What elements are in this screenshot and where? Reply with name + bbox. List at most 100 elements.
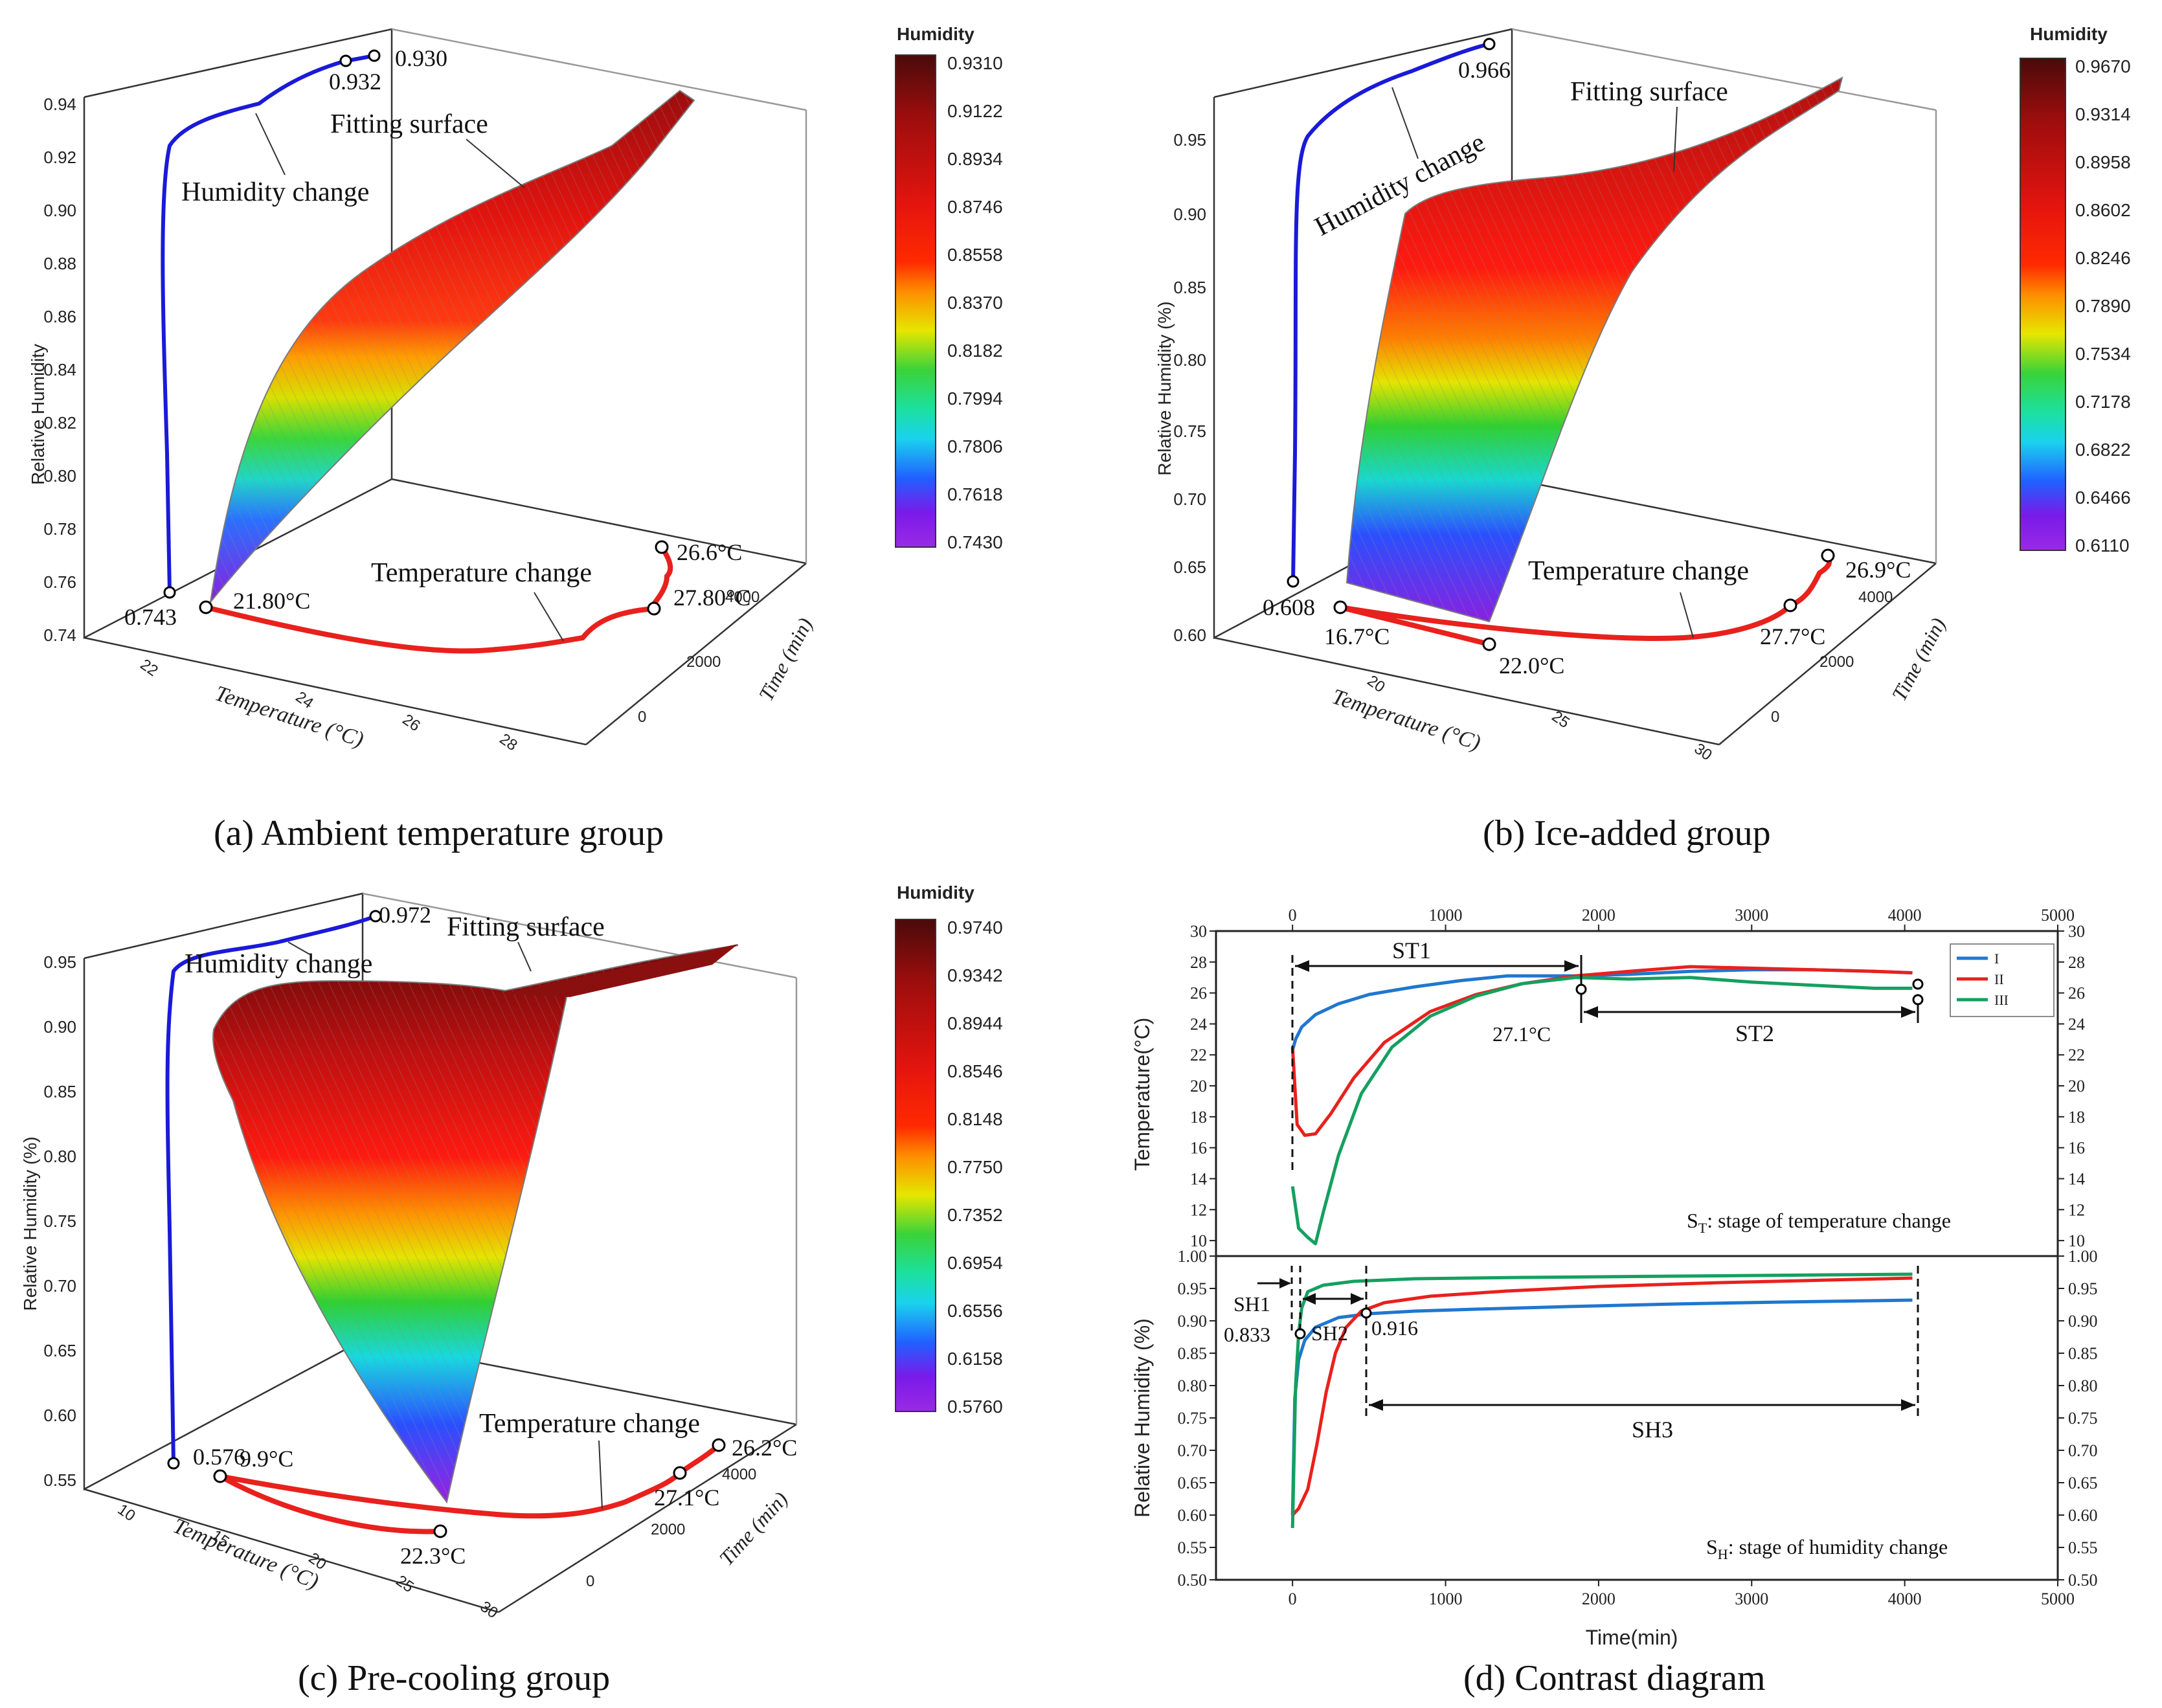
y-tick-label: 0.60 bbox=[1178, 1506, 1208, 1525]
tick: 2000 bbox=[1819, 653, 1854, 671]
y-tick-label: 20 bbox=[1190, 1077, 1207, 1096]
y-tick-label-right: 0.60 bbox=[2068, 1506, 2098, 1525]
annotation: 0.972 bbox=[379, 902, 431, 928]
series-I bbox=[1290, 968, 1913, 1051]
panel-b: 0.60 0.65 0.70 0.75 0.80 0.85 0.90 0.95 … bbox=[1154, 24, 2131, 853]
tick: 0.75 bbox=[43, 1211, 76, 1231]
panel-b-temperature-line bbox=[1340, 554, 1832, 647]
annotation: Temperature change bbox=[371, 558, 592, 588]
panel-b-caption: (b) Ice-added group bbox=[1483, 813, 1771, 853]
annotation: Humidity change bbox=[181, 177, 369, 207]
annotation: 26.9°C bbox=[1845, 557, 1911, 583]
y-tick-label-right: 1.00 bbox=[2068, 1247, 2098, 1266]
annotation: Temperature change bbox=[479, 1409, 700, 1439]
panel-c-caption: (c) Pre-cooling group bbox=[298, 1658, 610, 1698]
tick: 0.6556 bbox=[947, 1301, 1003, 1321]
panel-b-colorbar-ticks: 0.9670 0.9314 0.8958 0.8602 0.8246 0.789… bbox=[2075, 56, 2131, 556]
tick: 0.85 bbox=[43, 1082, 76, 1101]
panel-c-y-label: Time (min) bbox=[714, 1487, 792, 1570]
panel-c-y-ticks: 0 2000 4000 bbox=[586, 1466, 756, 1590]
panel-a-temperature-line bbox=[205, 545, 673, 654]
tick: 0.8602 bbox=[2075, 200, 2131, 220]
tick: 0.8546 bbox=[947, 1061, 1003, 1081]
sh1-label: SH1 bbox=[1233, 1292, 1270, 1316]
tick: 30 bbox=[477, 1598, 501, 1622]
panel-d-top-lines bbox=[1290, 965, 1913, 1246]
panel-b-humidity-line bbox=[1291, 42, 1490, 582]
panel-d-bottom-lines bbox=[1290, 1272, 1913, 1529]
tick: 0.7806 bbox=[947, 436, 1003, 456]
y-tick-label-right: 0.90 bbox=[2068, 1312, 2098, 1331]
y-tick-label: 1.00 bbox=[1178, 1247, 1208, 1266]
tick: 0.8370 bbox=[947, 293, 1003, 313]
tick: 0.7618 bbox=[947, 484, 1003, 504]
x-tick-label-top: 2000 bbox=[1582, 906, 1616, 925]
panel-b-x-label: Temperature (°C) bbox=[1329, 684, 1483, 755]
tick: 0.75 bbox=[1173, 421, 1206, 441]
tick: 0.95 bbox=[1173, 130, 1206, 150]
sh3-label: SH3 bbox=[1632, 1417, 1673, 1443]
tick: 0.8246 bbox=[2075, 248, 2131, 268]
x-tick-label-bottom: 0 bbox=[1289, 1590, 1297, 1608]
y-tick-label-right: 20 bbox=[2068, 1077, 2085, 1096]
annotation: 16.7°C bbox=[1324, 624, 1390, 649]
tick: 0.84 bbox=[43, 360, 76, 379]
tick: 0.6158 bbox=[947, 1349, 1003, 1369]
st-note-text: : stage of temperature change bbox=[1707, 1209, 1951, 1232]
y-tick-label: 0.65 bbox=[1178, 1474, 1208, 1492]
panel-c-humidity-line bbox=[165, 914, 377, 1464]
sh-note-s: S bbox=[1706, 1535, 1718, 1558]
annotation: 27.80°C bbox=[673, 585, 750, 611]
y-tick-label: 0.50 bbox=[1178, 1571, 1208, 1590]
panel-d-caption: (d) Contrast diagram bbox=[1463, 1658, 1766, 1698]
x-tick-label-top: 0 bbox=[1289, 906, 1297, 925]
panel-c-colorbar-ticks: 0.9740 0.9342 0.8944 0.8546 0.8148 0.775… bbox=[947, 917, 1003, 1417]
y-tick-label-right: 0.50 bbox=[2068, 1571, 2098, 1590]
panel-d-top-ticks: 10 10 12 12 14 14 16 16 18 18 20 20 22 22 24 24 26 26 28 28… bbox=[1190, 906, 2085, 1250]
annotation: Humidity change bbox=[185, 949, 372, 979]
y-tick-label-right: 0.80 bbox=[2068, 1377, 2098, 1395]
y-tick-label: 16 bbox=[1190, 1139, 1207, 1158]
y-tick-label-right: 26 bbox=[2068, 984, 2085, 1003]
tick: 0.7994 bbox=[947, 388, 1003, 409]
tick: 4000 bbox=[1858, 589, 1893, 606]
tick: 4000 bbox=[722, 1466, 756, 1483]
tick: 25 bbox=[393, 1572, 417, 1596]
panel-d-bottom-ticks: 0.50 0.50 0.55 0.55 0.60 0.60 0.65 0.65 0.70 0.70… bbox=[1178, 1247, 2098, 1608]
tick: 0.82 bbox=[43, 413, 76, 433]
panel-b-y-ticks: 0 2000 4000 bbox=[1771, 589, 1893, 726]
panel-b-z-ticks: 0.60 0.65 0.70 0.75 0.80 0.85 0.90 0.95 bbox=[1173, 130, 1206, 645]
tick: 0.8934 bbox=[947, 149, 1003, 169]
tick: 0.65 bbox=[43, 1341, 76, 1360]
x-tick-label-bottom: 1000 bbox=[1429, 1590, 1463, 1608]
tick: 0.86 bbox=[43, 307, 76, 326]
panel-b-z-label: Relative Humidity (%) bbox=[1154, 301, 1175, 475]
annotation: Fitting surface bbox=[447, 912, 605, 942]
point-label: 27.1°C bbox=[1492, 1022, 1551, 1046]
tick: 0.8746 bbox=[947, 197, 1003, 217]
panel-d-bottom-annotations: SH1 SH2 SH3 0.833 0.916 SH: stage of hum… bbox=[1224, 1266, 1948, 1562]
tick: 0.7890 bbox=[2075, 296, 2131, 316]
y-tick-label: 0.70 bbox=[1178, 1441, 1208, 1460]
tick: 0 bbox=[638, 708, 646, 726]
st2-label: ST2 bbox=[1735, 1020, 1774, 1046]
tick: 0.90 bbox=[43, 201, 76, 220]
y-tick-label: 0.85 bbox=[1178, 1344, 1208, 1363]
sh-note: SH: stage of humidity change bbox=[1706, 1535, 1948, 1562]
tick: 2000 bbox=[651, 1521, 685, 1538]
series-III bbox=[1290, 976, 1913, 1246]
p2-label: 0.916 bbox=[1371, 1316, 1418, 1340]
panel-b-colorbar bbox=[2020, 58, 2066, 551]
tick: 0.85 bbox=[1173, 278, 1206, 297]
tick: 0.5760 bbox=[947, 1397, 1003, 1417]
legend-label: III bbox=[1994, 992, 2009, 1008]
y-tick-label-right: 28 bbox=[2068, 953, 2085, 972]
tick: 0.70 bbox=[43, 1276, 76, 1296]
panel-a-z-label: Relative Humidity bbox=[28, 344, 48, 485]
tick: 0.8944 bbox=[947, 1013, 1003, 1033]
panel-c-z-label: Relative Humidity (%) bbox=[20, 1136, 40, 1310]
sh-note-text: : stage of humidity change bbox=[1728, 1535, 1948, 1558]
tick: 0.60 bbox=[43, 1406, 76, 1425]
panel-d-top-ylabel: Temperature(°C) bbox=[1131, 1018, 1154, 1171]
